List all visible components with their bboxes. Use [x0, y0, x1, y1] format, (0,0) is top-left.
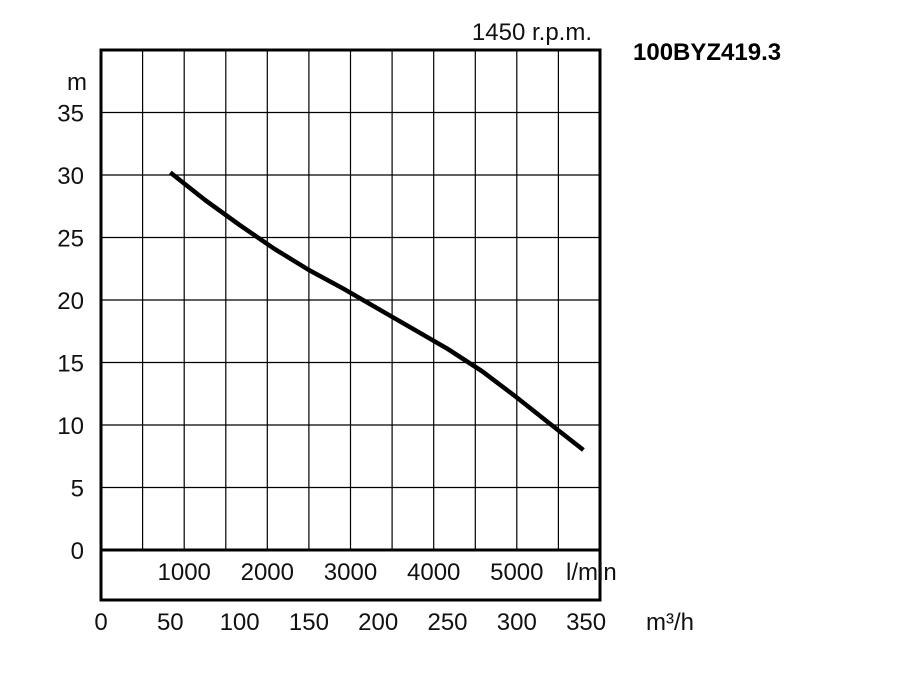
x-tick-label-primary: 250 — [427, 609, 467, 636]
y-tick-label: 20 — [57, 288, 84, 315]
x-tick-label-primary: 200 — [358, 609, 398, 636]
x-tick-label-primary: 100 — [220, 609, 260, 636]
y-axis-unit: m — [67, 69, 87, 96]
y-tick-label: 30 — [57, 163, 84, 190]
x-tick-label-primary: 150 — [289, 609, 329, 636]
y-tick-label: 25 — [57, 226, 84, 253]
x-tick-label-primary: 0 — [94, 609, 107, 636]
x-axis-unit-primary: m³/h — [646, 609, 694, 636]
y-tick-label: 10 — [57, 413, 84, 440]
x-tick-label-secondary: 2000 — [241, 559, 294, 586]
y-tick-label: 0 — [71, 538, 84, 565]
y-tick-label: 15 — [57, 351, 84, 378]
x-tick-label-secondary: 5000 — [490, 559, 543, 586]
x-tick-label-secondary: 1000 — [158, 559, 211, 586]
x-axis-unit-secondary: l/min — [566, 559, 617, 586]
grid-lines — [101, 50, 600, 550]
x-tick-label-primary: 350 — [566, 609, 606, 636]
head-flow-curve — [168, 170, 585, 452]
x-tick-label-primary: 50 — [157, 609, 184, 636]
x-tick-label-secondary: 3000 — [324, 559, 377, 586]
y-tick-label: 35 — [57, 101, 84, 128]
x-tick-label-secondary: 4000 — [407, 559, 460, 586]
x-tick-label-primary: 300 — [497, 609, 537, 636]
y-tick-label: 5 — [71, 476, 84, 503]
model-label: 100BYZ419.3 — [633, 39, 781, 66]
speed-label: 1450 r.p.m. — [472, 19, 592, 46]
plot-frame — [99, 48, 602, 602]
